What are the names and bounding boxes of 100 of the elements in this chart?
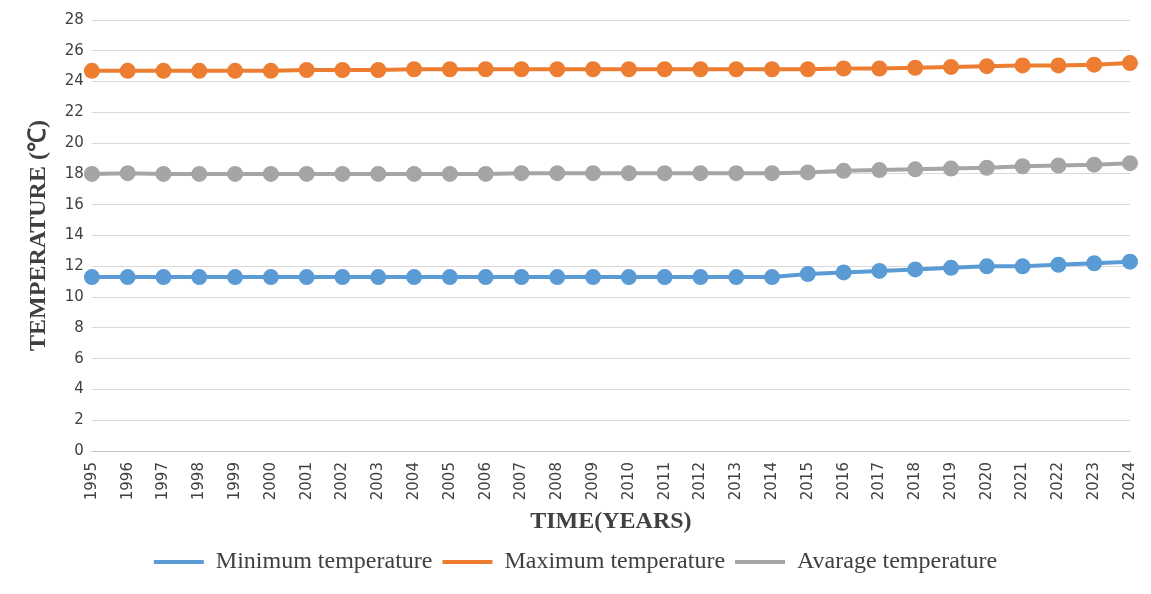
point (406, 165, 423, 182)
point (477, 165, 494, 182)
y-tick-label: 10 (64, 286, 84, 305)
point (513, 165, 530, 182)
x-tick-label: 2003 (368, 462, 387, 501)
point (227, 165, 244, 182)
point (119, 165, 136, 182)
x-tick-label: 1996 (117, 462, 136, 501)
x-axis-title: TIME(YEARS) (530, 506, 692, 533)
point (262, 269, 279, 286)
point (871, 162, 888, 179)
point (978, 58, 995, 75)
point (692, 269, 709, 286)
point (370, 269, 387, 286)
x-tick-label: 2016 (833, 462, 852, 501)
x-tick-label: 2001 (296, 462, 315, 501)
x-tick-label: 2008 (547, 462, 566, 501)
point (262, 165, 279, 182)
point (656, 61, 673, 78)
point (907, 161, 924, 178)
point (1050, 157, 1067, 174)
point (764, 165, 781, 182)
point (871, 60, 888, 77)
point (83, 269, 100, 286)
point (191, 269, 208, 286)
point (334, 165, 351, 182)
x-tick-label: 2004 (403, 462, 422, 501)
x-tick-label: 2011 (654, 462, 673, 501)
point (1050, 256, 1067, 273)
point (907, 261, 924, 278)
y-tick-label: 26 (64, 40, 84, 59)
point (334, 62, 351, 79)
point (549, 61, 566, 78)
point (441, 269, 458, 286)
y-tick-label: 14 (64, 225, 84, 244)
point (513, 269, 530, 286)
point (585, 61, 602, 78)
point (1014, 258, 1031, 275)
x-tick-label: 2002 (332, 462, 351, 501)
point (656, 165, 673, 182)
y-axis-title: TEMPERATURE (℃) (23, 120, 50, 351)
x-tick-label: 1998 (189, 462, 208, 501)
point (262, 62, 279, 79)
point (155, 165, 172, 182)
point (1086, 156, 1103, 173)
point (549, 165, 566, 182)
y-tick-label: 8 (74, 317, 84, 336)
point (513, 61, 530, 78)
point (799, 266, 816, 282)
point (155, 269, 172, 286)
x-tick-label: 2024 (1119, 462, 1138, 501)
point (227, 269, 244, 286)
point (298, 165, 315, 182)
x-tick-label: 2007 (511, 462, 530, 501)
point (334, 269, 351, 286)
x-tick-label: 2019 (940, 462, 959, 501)
point (799, 164, 816, 181)
y-tick-label: 22 (64, 102, 84, 121)
x-tick-label: 2000 (260, 462, 279, 501)
point (764, 269, 781, 286)
point (799, 61, 816, 78)
point (1122, 253, 1138, 270)
point (119, 269, 136, 286)
x-tick-label: 2015 (797, 462, 816, 501)
point (441, 165, 458, 182)
y-tick-label: 0 (74, 440, 84, 459)
point (620, 269, 637, 286)
x-tick-label: 2013 (726, 462, 745, 501)
y-tick-label: 20 (64, 133, 84, 152)
point (83, 165, 100, 182)
point (298, 62, 315, 79)
point (871, 262, 888, 279)
point (1050, 57, 1067, 74)
x-tick-label: 1997 (153, 462, 172, 501)
point (907, 59, 924, 76)
point (1014, 158, 1031, 175)
point (978, 159, 995, 176)
point (1014, 57, 1031, 74)
point (155, 62, 172, 79)
point (620, 61, 637, 78)
point (1122, 55, 1138, 72)
x-tick-label: 2023 (1084, 462, 1103, 501)
point (764, 61, 781, 78)
point (943, 160, 960, 177)
x-tick-label: 2009 (582, 462, 601, 501)
x-tick-label: 1995 (81, 462, 100, 501)
y-tick-label: 16 (64, 194, 84, 213)
x-tick-label: 2018 (905, 462, 924, 501)
point (978, 258, 995, 275)
point (585, 165, 602, 182)
point (1122, 155, 1138, 172)
legend-label: Minimum temperature (215, 547, 433, 574)
point (1086, 255, 1103, 272)
y-tick-label: 4 (74, 379, 84, 398)
point (119, 62, 136, 79)
y-tick-label: 24 (64, 71, 84, 90)
y-tick-label: 28 (64, 9, 84, 28)
point (692, 61, 709, 78)
point (943, 58, 960, 75)
point (477, 61, 494, 78)
